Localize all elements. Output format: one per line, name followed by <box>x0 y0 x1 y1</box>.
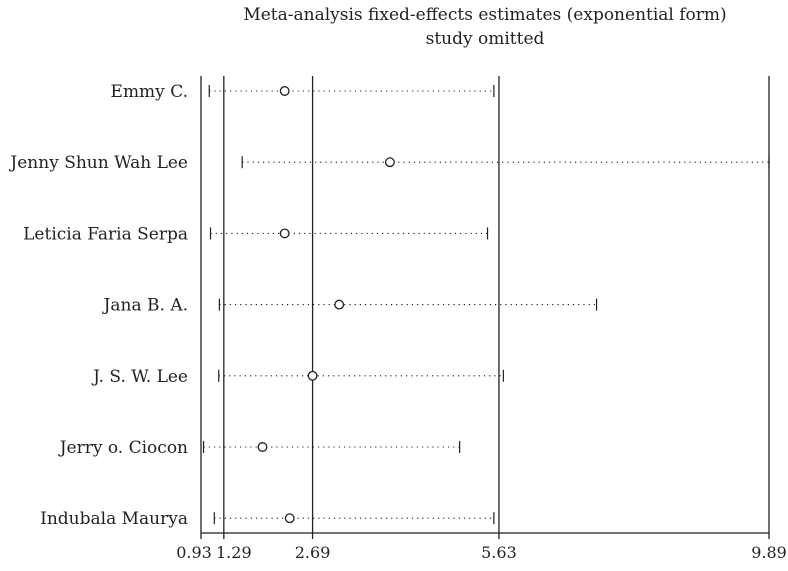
x-tick-label: 9.89 <box>751 543 787 562</box>
estimate-marker <box>257 442 268 452</box>
study-label: Jenny Shun Wah Lee <box>8 153 188 173</box>
study-label: Jana B. A. <box>102 296 188 316</box>
estimate-marker <box>307 370 318 381</box>
study-label: Indubala Maurya <box>40 509 188 529</box>
chart-title: Meta-analysis fixed-effects estimates (e… <box>243 5 727 25</box>
x-tick-label: 2.69 <box>295 543 331 562</box>
x-tick-label: 0.93 <box>176 543 212 562</box>
study-label: Leticia Faria Serpa <box>23 224 188 244</box>
estimate-marker <box>384 157 395 168</box>
study-label: Jerry o. Ciocon <box>58 438 188 458</box>
estimate-marker <box>334 299 345 310</box>
estimate-marker <box>279 228 290 239</box>
x-tick-label: 1.29 <box>216 543 252 562</box>
study-label: Emmy C. <box>111 82 188 102</box>
x-tick-label: 5.63 <box>481 543 517 562</box>
estimate-marker <box>279 86 290 96</box>
chart-subtitle: study omitted <box>425 29 545 49</box>
estimate-marker <box>284 513 295 524</box>
study-label: J. S. W. Lee <box>91 367 188 387</box>
